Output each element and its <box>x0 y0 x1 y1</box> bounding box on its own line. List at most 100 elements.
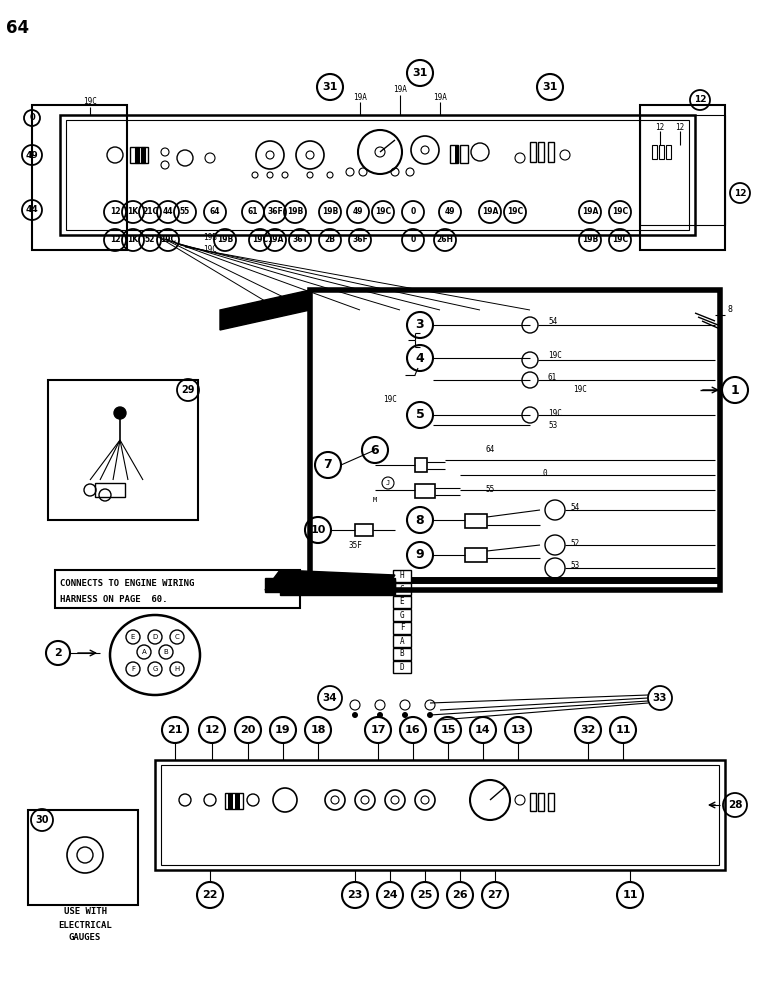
Text: HARNESS ON PAGE  60.: HARNESS ON PAGE 60. <box>60 594 168 603</box>
Bar <box>225 793 243 809</box>
Text: 34: 34 <box>323 693 337 703</box>
Text: 16: 16 <box>405 725 421 735</box>
Bar <box>310 290 720 590</box>
Bar <box>465 514 487 528</box>
Bar <box>538 793 544 811</box>
Text: 22: 22 <box>202 890 218 900</box>
Bar <box>450 145 458 163</box>
Circle shape <box>352 712 358 718</box>
Text: 13: 13 <box>510 725 526 735</box>
Text: H: H <box>399 572 404 580</box>
Bar <box>393 661 411 673</box>
Text: 9: 9 <box>416 548 424 562</box>
Text: 19B: 19B <box>287 208 303 217</box>
Text: 19C: 19C <box>83 98 97 106</box>
Circle shape <box>114 407 126 419</box>
Text: 19A: 19A <box>582 208 598 217</box>
Text: G: G <box>152 666 158 672</box>
Text: C: C <box>399 584 404 593</box>
Polygon shape <box>220 290 310 330</box>
Bar <box>652 145 657 159</box>
Bar <box>48 380 198 520</box>
Text: 19C: 19C <box>548 352 562 360</box>
Text: 19A: 19A <box>433 93 447 102</box>
Text: 0: 0 <box>410 208 416 217</box>
Text: 53: 53 <box>570 562 580 570</box>
Text: E: E <box>399 597 404 606</box>
Text: 64: 64 <box>6 19 30 37</box>
Text: 54: 54 <box>570 504 580 512</box>
Bar <box>55 570 300 608</box>
Bar <box>640 115 725 225</box>
Text: 64: 64 <box>485 446 495 454</box>
Text: 12: 12 <box>675 123 685 132</box>
Text: H: H <box>175 666 179 672</box>
Text: GAUGES: GAUGES <box>69 934 101 942</box>
Text: 0: 0 <box>29 113 35 122</box>
Bar <box>460 145 468 163</box>
Text: 52: 52 <box>145 235 155 244</box>
Bar <box>235 793 240 809</box>
Text: 3: 3 <box>416 318 424 332</box>
Text: 36F: 36F <box>267 208 283 217</box>
Text: 5: 5 <box>416 408 424 422</box>
Bar <box>640 105 725 250</box>
Bar <box>135 147 139 163</box>
Text: 31: 31 <box>413 68 427 78</box>
Polygon shape <box>265 570 395 595</box>
Bar <box>161 765 719 865</box>
Bar <box>465 548 487 562</box>
Text: 12: 12 <box>655 123 665 132</box>
Bar <box>393 635 411 647</box>
Text: B: B <box>164 649 168 655</box>
Text: 36F: 36F <box>352 235 368 244</box>
Text: 7: 7 <box>324 458 332 472</box>
Text: 1K: 1K <box>127 208 139 217</box>
Text: 11: 11 <box>615 725 631 735</box>
Polygon shape <box>280 580 395 595</box>
Text: 19C: 19C <box>548 408 562 418</box>
Text: 19C: 19C <box>612 208 628 217</box>
Circle shape <box>427 712 433 718</box>
Text: 36T: 36T <box>292 235 308 244</box>
Text: 55: 55 <box>180 208 190 217</box>
Text: 54: 54 <box>548 318 557 326</box>
Bar <box>66 120 689 230</box>
Text: M: M <box>373 497 377 503</box>
Text: 11: 11 <box>622 890 638 900</box>
Text: 6: 6 <box>370 444 379 456</box>
Text: 31: 31 <box>322 82 338 92</box>
Text: A: A <box>142 649 147 655</box>
Text: 4: 4 <box>416 352 424 364</box>
Text: 19B: 19B <box>582 235 598 244</box>
Text: 1: 1 <box>731 383 739 396</box>
Text: 19C: 19C <box>203 245 217 254</box>
Bar <box>228 793 233 809</box>
Text: 26: 26 <box>452 890 468 900</box>
Text: D: D <box>399 662 404 672</box>
Text: 25: 25 <box>417 890 433 900</box>
Bar <box>355 524 373 536</box>
Text: 19A: 19A <box>353 93 367 102</box>
Text: 19C: 19C <box>383 395 397 404</box>
Text: 19C: 19C <box>252 235 268 244</box>
Text: 53: 53 <box>548 420 557 430</box>
Bar <box>95 483 125 497</box>
Text: 20: 20 <box>240 725 256 735</box>
Text: 44: 44 <box>26 206 38 215</box>
Bar <box>60 115 695 235</box>
Bar <box>666 145 671 159</box>
Text: 55: 55 <box>485 486 495 494</box>
Text: 12: 12 <box>110 235 120 244</box>
Bar <box>28 810 138 905</box>
Text: 23: 23 <box>347 890 363 900</box>
Bar <box>530 793 536 811</box>
Text: E: E <box>131 634 135 640</box>
Text: 12: 12 <box>110 208 120 217</box>
Text: 19C: 19C <box>160 235 176 244</box>
Text: 15: 15 <box>441 725 456 735</box>
Text: 30: 30 <box>35 815 48 825</box>
Bar <box>32 105 127 250</box>
Text: 29: 29 <box>181 385 195 395</box>
Text: 2: 2 <box>54 648 62 658</box>
